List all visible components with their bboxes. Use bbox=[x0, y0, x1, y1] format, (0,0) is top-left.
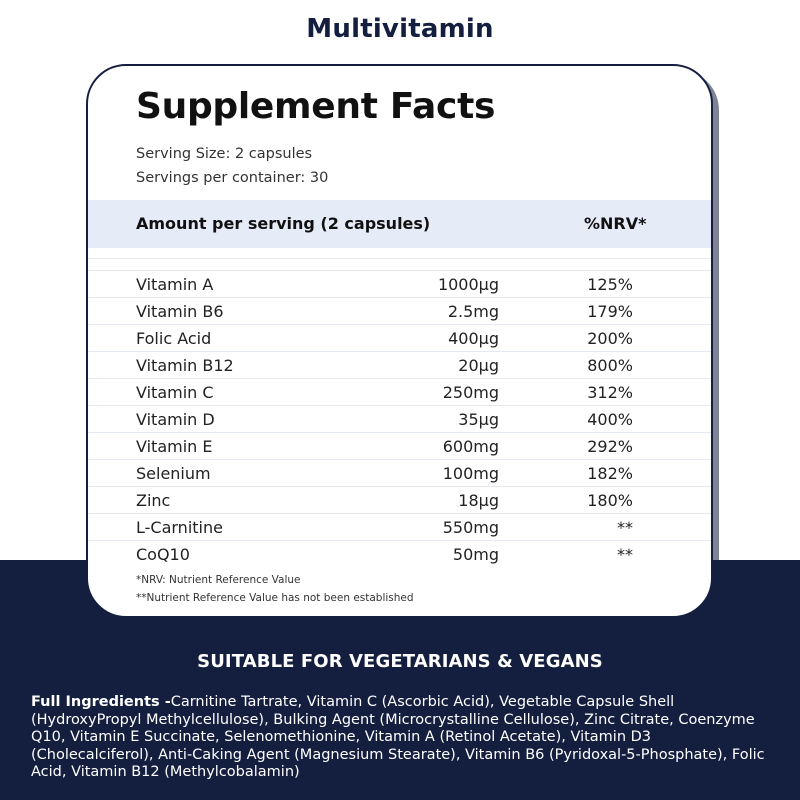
divider bbox=[88, 258, 711, 259]
nutrient-amount: 400µg bbox=[448, 329, 499, 348]
supplement-facts-heading: Supplement Facts bbox=[136, 86, 496, 127]
nutrient-name: Vitamin B6 bbox=[136, 302, 224, 321]
nutrient-nrv: 800% bbox=[587, 356, 633, 375]
vegan-banner: SUITABLE FOR VEGETARIANS & VEGANS bbox=[197, 651, 603, 672]
nutrient-amount: 35µg bbox=[458, 410, 499, 429]
nutrient-amount: 18µg bbox=[458, 491, 499, 510]
ingredients-text: Carnitine Tartrate, Vitamin C (Ascorbic … bbox=[31, 694, 765, 780]
nutrient-amount: 250mg bbox=[442, 383, 499, 402]
nutrient-amount: 2.5mg bbox=[447, 302, 499, 321]
nutrient-amount: 20µg bbox=[458, 356, 499, 375]
nutrient-amount: 600mg bbox=[442, 437, 499, 456]
nutrient-nrv: 182% bbox=[587, 464, 633, 483]
serving-size: Serving Size: 2 capsules bbox=[136, 146, 313, 162]
nutrient-name: Vitamin C bbox=[136, 383, 214, 402]
amount-header-bar: Amount per serving (2 capsules) %NRV* bbox=[88, 200, 711, 248]
nutrient-nrv: 200% bbox=[587, 329, 633, 348]
nutrient-name: L-Carnitine bbox=[136, 518, 223, 537]
nutrient-nrv: 125% bbox=[587, 275, 633, 294]
nutrient-name: Selenium bbox=[136, 464, 211, 483]
footnote-nrv: *NRV: Nutrient Reference Value bbox=[136, 574, 301, 586]
footnote-not-established: **Nutrient Reference Value has not been … bbox=[136, 592, 414, 604]
nutrient-table: Vitamin A 1000µg 125% Vitamin B6 2.5mg 179% Fo… bbox=[88, 270, 711, 567]
table-row: CoQ10 50mg ** bbox=[88, 540, 711, 567]
table-row: Folic Acid 400µg 200% bbox=[88, 324, 711, 351]
table-row: Vitamin D 35µg 400% bbox=[88, 405, 711, 432]
nutrient-nrv: 312% bbox=[587, 383, 633, 402]
nutrient-name: Vitamin B12 bbox=[136, 356, 234, 375]
nrv-column-header: %NRV* bbox=[584, 214, 647, 233]
table-row: Vitamin E 600mg 292% bbox=[88, 432, 711, 459]
table-row: Vitamin A 1000µg 125% bbox=[88, 270, 711, 297]
page-title: Multivitamin bbox=[306, 14, 494, 44]
nutrient-nrv: 292% bbox=[587, 437, 633, 456]
supplement-facts-card: Supplement Facts Serving Size: 2 capsule… bbox=[86, 64, 713, 618]
servings-per-container: Servings per container: 30 bbox=[136, 170, 329, 186]
nutrient-amount: 550mg bbox=[442, 518, 499, 537]
ingredients-block: Full Ingredients -Carnitine Tartrate, Vi… bbox=[31, 694, 775, 782]
table-row: Vitamin C 250mg 312% bbox=[88, 378, 711, 405]
ingredients-label: Full Ingredients - bbox=[31, 694, 171, 710]
nutrient-name: Folic Acid bbox=[136, 329, 212, 348]
amount-per-serving-header: Amount per serving (2 capsules) bbox=[136, 214, 431, 233]
table-row: Vitamin B6 2.5mg 179% bbox=[88, 297, 711, 324]
table-row: Selenium 100mg 182% bbox=[88, 459, 711, 486]
nutrient-name: Zinc bbox=[136, 491, 171, 510]
nutrient-amount: 50mg bbox=[452, 545, 499, 564]
nutrient-nrv: 400% bbox=[587, 410, 633, 429]
table-row: L-Carnitine 550mg ** bbox=[88, 513, 711, 540]
table-row: Vitamin B12 20µg 800% bbox=[88, 351, 711, 378]
nutrient-amount: 100mg bbox=[442, 464, 499, 483]
table-row: Zinc 18µg 180% bbox=[88, 486, 711, 513]
nutrient-amount: 1000µg bbox=[437, 275, 499, 294]
nutrient-name: CoQ10 bbox=[136, 545, 190, 564]
nutrient-name: Vitamin D bbox=[136, 410, 215, 429]
nutrient-nrv: 179% bbox=[587, 302, 633, 321]
nutrient-nrv: ** bbox=[617, 545, 633, 564]
nutrient-name: Vitamin E bbox=[136, 437, 213, 456]
nutrient-nrv: ** bbox=[617, 518, 633, 537]
nutrient-nrv: 180% bbox=[587, 491, 633, 510]
nutrient-name: Vitamin A bbox=[136, 275, 214, 294]
